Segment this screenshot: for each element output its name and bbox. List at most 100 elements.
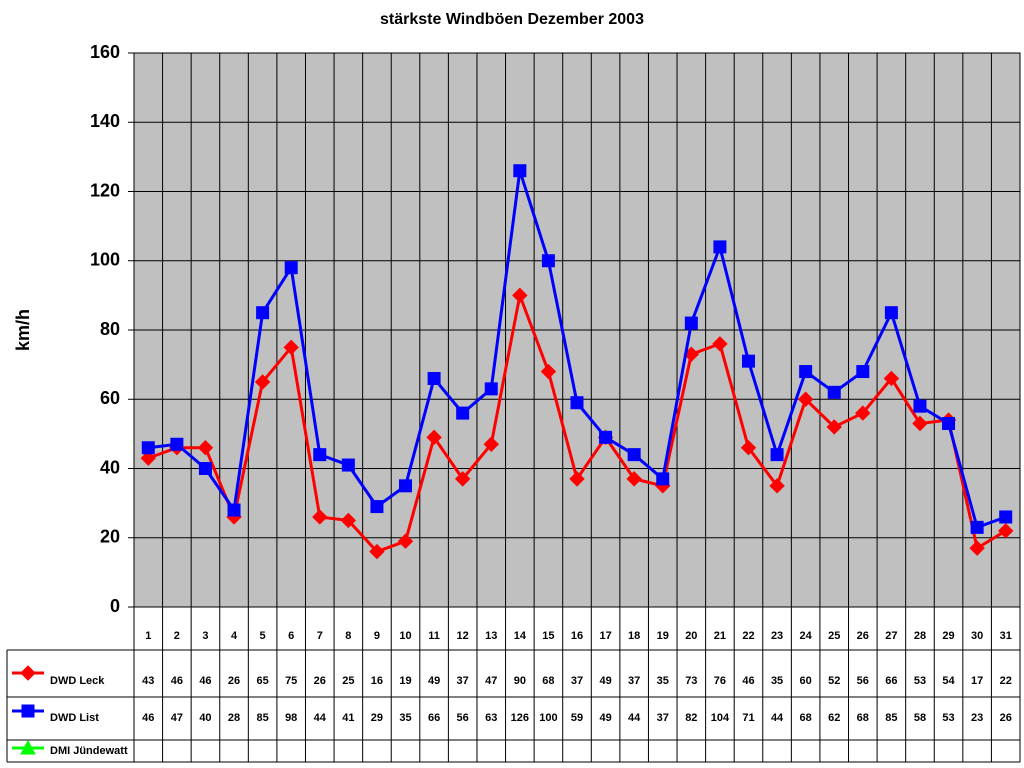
table-value: 46 (199, 675, 211, 687)
marker (999, 510, 1013, 524)
x-tick-label: 12 (457, 630, 469, 642)
marker (369, 543, 385, 560)
marker (256, 306, 270, 320)
legend-marker (20, 665, 36, 681)
marker (599, 430, 613, 444)
table-value: 17 (971, 675, 983, 687)
table-value: 60 (800, 675, 812, 687)
marker (397, 533, 414, 549)
marker (513, 164, 527, 178)
x-tick-label: 1 (145, 630, 151, 642)
marker (827, 385, 841, 399)
table-value: 44 (628, 712, 641, 724)
x-tick-label: 10 (399, 630, 411, 642)
table-value: 44 (314, 712, 327, 724)
marker (341, 458, 355, 472)
marker (855, 405, 871, 421)
table-value: 68 (800, 712, 812, 724)
table-value: 26 (314, 675, 326, 687)
table-value: 35 (399, 712, 411, 724)
table-value: 56 (457, 712, 469, 724)
marker (656, 472, 670, 486)
x-tick-label: 26 (857, 630, 869, 642)
table-value: 47 (485, 675, 497, 687)
x-tick-label: 6 (288, 630, 294, 642)
table-value: 37 (657, 712, 669, 724)
marker (883, 370, 900, 387)
table-value: 76 (714, 675, 726, 687)
x-tick-label: 24 (800, 630, 813, 642)
x-tick-label: 15 (542, 630, 554, 642)
legend-label: DWD List (50, 712, 99, 724)
table-value: 62 (828, 712, 840, 724)
marker (884, 306, 898, 320)
legend-marker (20, 739, 36, 755)
marker (627, 448, 641, 462)
x-tick-label: 30 (971, 630, 983, 642)
table-value: 52 (828, 675, 840, 687)
table-value: 90 (514, 675, 526, 687)
table-value: 65 (256, 675, 268, 687)
marker (141, 441, 155, 455)
marker (799, 365, 813, 379)
table-value: 47 (171, 712, 183, 724)
marker (312, 509, 328, 525)
table-value: 37 (457, 675, 469, 687)
marker (969, 540, 985, 556)
table-value: 85 (256, 712, 268, 724)
marker (399, 479, 413, 493)
table-value: 66 (428, 712, 440, 724)
x-tick-label: 18 (628, 630, 640, 642)
marker (456, 406, 470, 420)
marker (741, 354, 755, 368)
marker (713, 240, 727, 254)
table-value: 71 (742, 712, 754, 724)
x-tick-label: 31 (1000, 630, 1012, 642)
x-tick-label: 5 (260, 630, 266, 642)
marker (797, 391, 814, 407)
table-value: 63 (485, 712, 497, 724)
y-axis-label: km/h (13, 309, 33, 351)
y-tick-label: 140 (90, 111, 120, 131)
marker (340, 512, 357, 529)
marker (512, 287, 528, 304)
x-tick-label: 7 (317, 630, 323, 642)
table-value: 16 (371, 675, 383, 687)
y-tick-label: 60 (100, 388, 120, 408)
chart-title: stärkste Windböen Dezember 2003 (380, 11, 644, 28)
y-tick-label: 100 (90, 250, 120, 270)
x-tick-label: 4 (231, 630, 238, 642)
x-tick-label: 21 (714, 630, 726, 642)
x-tick-label: 19 (657, 630, 669, 642)
legend-marker (21, 704, 35, 718)
table-value: 68 (857, 712, 869, 724)
marker (912, 415, 928, 432)
table-value: 85 (885, 712, 897, 724)
table-value: 44 (771, 712, 784, 724)
table-value: 54 (942, 675, 955, 687)
table-value: 53 (942, 712, 954, 724)
x-tick-label: 11 (428, 630, 440, 642)
x-tick-label: 22 (742, 630, 754, 642)
table-value: 46 (171, 675, 183, 687)
table-value: 104 (711, 712, 730, 724)
table-value: 49 (428, 675, 440, 687)
y-tick-label: 0 (110, 596, 120, 616)
marker (484, 382, 498, 396)
table-value: 49 (599, 675, 611, 687)
marker (283, 339, 299, 356)
table-value: 75 (285, 675, 297, 687)
marker (570, 396, 584, 410)
marker (626, 471, 642, 487)
x-tick-label: 16 (571, 630, 583, 642)
marker (569, 471, 585, 487)
table-value: 26 (228, 675, 240, 687)
x-tick-label: 23 (771, 630, 783, 642)
marker (740, 440, 757, 456)
table-value: 35 (771, 675, 783, 687)
marker (712, 336, 728, 352)
x-tick-label: 17 (599, 630, 611, 642)
table-value: 29 (371, 712, 383, 724)
marker (227, 503, 241, 517)
marker (684, 316, 698, 330)
